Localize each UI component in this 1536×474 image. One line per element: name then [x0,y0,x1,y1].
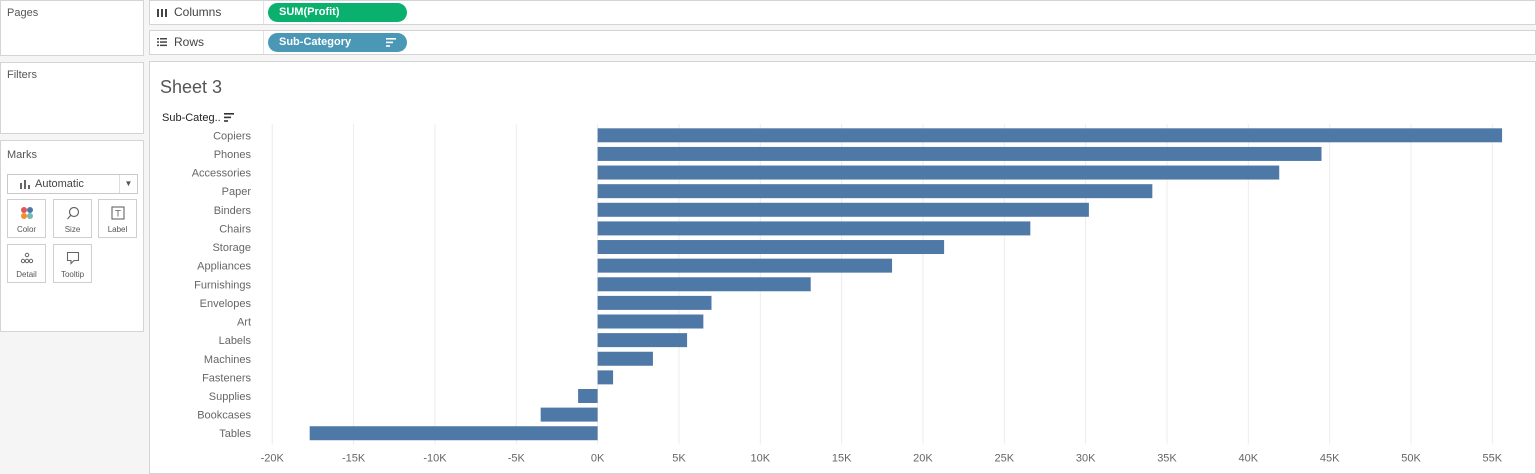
columns-label-text: Columns [174,5,222,19]
columns-shelf-label: Columns [150,1,264,24]
category-label: Chairs [219,223,251,235]
category-label: Envelopes [200,298,252,310]
sum-profit-pill[interactable]: SUM(Profit) [268,3,407,22]
category-label: Supplies [209,391,252,403]
sort-descending-icon[interactable] [223,113,234,122]
bar[interactable] [597,240,945,255]
rows-label-text: Rows [174,35,205,49]
tooltip-button[interactable]: Tooltip [53,244,92,283]
bar[interactable] [597,295,712,310]
sub-category-pill[interactable]: Sub-Category [268,33,407,52]
bar[interactable] [597,314,704,329]
x-tick-label: 25K [995,453,1015,465]
category-label: Bookcases [197,410,251,422]
tooltip-button-label: Tooltip [60,270,85,279]
category-label: Copiers [213,130,251,142]
bar[interactable] [597,128,1503,143]
bar-chart: Copiers Phones Accessories Paper Binders Chai… [192,124,1503,465]
bar[interactable] [597,333,688,348]
x-tick-label: 15K [832,453,852,465]
color-button-label: Color [16,225,37,234]
label-icon: T [111,206,125,220]
bar[interactable] [597,221,1031,236]
label-button[interactable]: T Label [98,199,137,238]
x-tick-label: 0K [591,453,605,465]
rows-field-header-text: Sub-Categ.. [162,112,221,124]
category-label: Furnishings [194,279,251,291]
bar[interactable] [597,202,1089,217]
color-dots-icon [21,207,33,219]
category-label: Fasteners [202,372,251,384]
rows-icon [157,38,167,47]
x-tick-label: 30K [1076,453,1096,465]
bar[interactable] [597,184,1153,199]
marks-card: Marks Automatic ▼ Color Size [0,140,144,332]
category-label: Storage [212,242,251,254]
bar[interactable] [309,426,598,441]
rows-shelf[interactable]: Rows Sub-Category [149,30,1536,55]
sub-category-pill-text: Sub-Category [279,36,352,48]
bar[interactable] [597,165,1280,180]
x-tick-label: 45K [1320,453,1340,465]
x-tick-label: -10K [423,453,447,465]
filters-card[interactable]: Filters [0,62,144,134]
bar[interactable] [597,258,893,273]
chevron-down-icon[interactable]: ▼ [119,175,137,193]
columns-icon [157,9,167,17]
sort-descending-icon[interactable] [386,38,396,47]
category-label: Labels [219,335,252,347]
rows-shelf-label: Rows [150,31,264,54]
pages-card-title: Pages [7,7,39,19]
x-tick-label: 55K [1483,453,1503,465]
category-label: Accessories [192,168,252,180]
category-label: Appliances [197,261,251,273]
category-label: Tables [219,428,251,440]
x-tick-label: 35K [1157,453,1177,465]
columns-shelf[interactable]: Columns SUM(Profit) [149,0,1536,25]
bar[interactable] [540,407,598,422]
size-button[interactable]: Size [53,199,92,238]
sheet-title: Sheet 3 [160,77,223,97]
bar[interactable] [597,146,1322,161]
detail-button-label: Detail [16,270,37,279]
sheet-view: Copiers Phones Accessories Paper Binders Chai… [149,61,1536,474]
x-tick-label: 5K [672,453,686,465]
bar[interactable] [597,351,653,366]
marks-card-title: Marks [7,149,37,161]
filters-card-title: Filters [7,69,37,81]
x-tick-label: 20K [913,453,933,465]
x-tick-label: 10K [751,453,771,465]
detail-icon [20,252,34,264]
category-label: Art [237,317,251,329]
size-button-label: Size [64,225,81,234]
bar-chart-icon [20,180,30,189]
svg-text:T: T [114,210,121,220]
tooltip-icon [66,251,80,265]
category-label: Phones [214,149,252,161]
detail-button[interactable]: Detail [7,244,46,283]
x-tick-label: -20K [261,453,285,465]
bar[interactable] [597,370,614,385]
category-label: Binders [214,205,252,217]
bar[interactable] [578,388,598,403]
color-button[interactable]: Color [7,199,46,238]
label-button-label: Label [107,225,128,234]
pages-card[interactable]: Pages [0,0,144,56]
x-tick-label: -15K [342,453,366,465]
x-tick-label: 50K [1401,453,1421,465]
category-label: Paper [222,186,252,198]
category-label: Machines [204,354,252,366]
bar[interactable] [597,277,811,292]
mark-type-value: Automatic [35,178,84,190]
rows-field-header[interactable]: Sub-Categ.. [162,112,234,124]
x-tick-label: -5K [508,453,526,465]
mark-type-dropdown[interactable]: Automatic ▼ [7,174,138,194]
x-tick-label: 40K [1239,453,1259,465]
sum-profit-pill-text: SUM(Profit) [279,6,340,18]
size-icon [67,206,80,220]
